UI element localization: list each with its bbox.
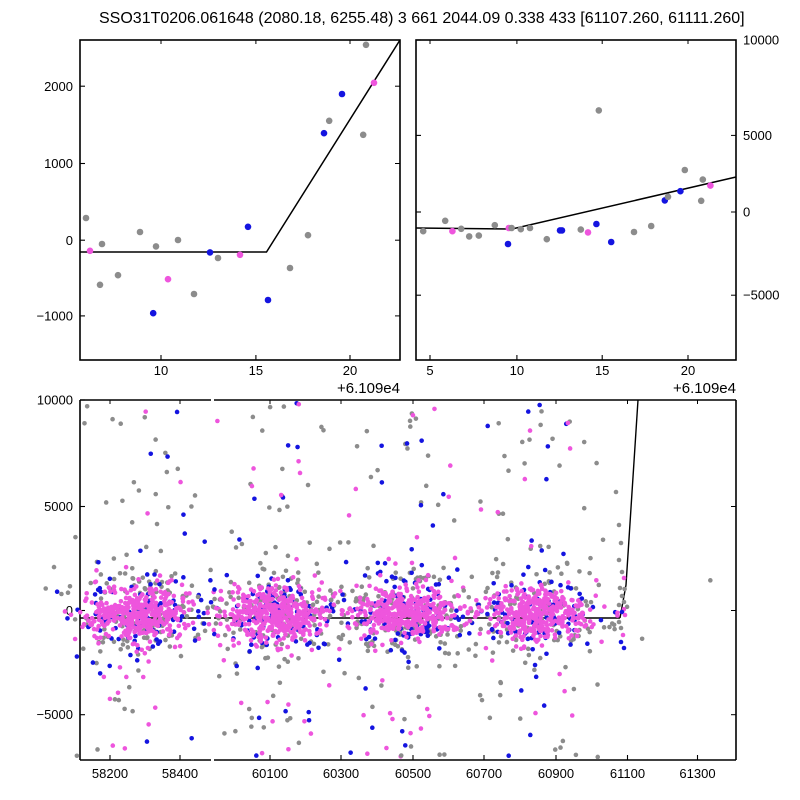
svg-text:60500: 60500 — [395, 766, 431, 781]
svg-text:20: 20 — [681, 363, 695, 378]
svg-text:58400: 58400 — [162, 766, 198, 781]
svg-text:60900: 60900 — [538, 766, 574, 781]
svg-text:5: 5 — [426, 363, 433, 378]
svg-text:60300: 60300 — [323, 766, 359, 781]
svg-text:SSO31T0206.061648 (2080.18, 62: SSO31T0206.061648 (2080.18, 6255.48) 3 6… — [99, 10, 745, 27]
svg-text:15: 15 — [595, 363, 609, 378]
svg-text:0: 0 — [743, 205, 750, 220]
svg-text:2000: 2000 — [44, 79, 73, 94]
svg-text:60700: 60700 — [466, 766, 502, 781]
svg-text:+6.109e4: +6.109e4 — [673, 380, 736, 397]
svg-text:5000: 5000 — [44, 499, 73, 514]
svg-text:10000: 10000 — [743, 33, 779, 48]
svg-text:−5000: −5000 — [36, 707, 73, 722]
svg-text:0: 0 — [66, 233, 73, 248]
svg-text:10000: 10000 — [37, 393, 73, 408]
svg-text:−1000: −1000 — [36, 308, 73, 323]
svg-text:+6.109e4: +6.109e4 — [337, 380, 400, 397]
svg-text:61300: 61300 — [679, 766, 715, 781]
svg-text:61100: 61100 — [610, 766, 645, 781]
svg-text:10: 10 — [510, 363, 524, 378]
svg-text:58200: 58200 — [92, 766, 128, 781]
svg-text:5000: 5000 — [743, 128, 772, 143]
svg-text:10: 10 — [154, 363, 168, 378]
svg-text:60100: 60100 — [252, 766, 288, 781]
svg-text:20: 20 — [343, 363, 357, 378]
svg-text:1000: 1000 — [44, 156, 73, 171]
svg-text:−5000: −5000 — [743, 288, 780, 303]
svg-text:15: 15 — [249, 363, 263, 378]
